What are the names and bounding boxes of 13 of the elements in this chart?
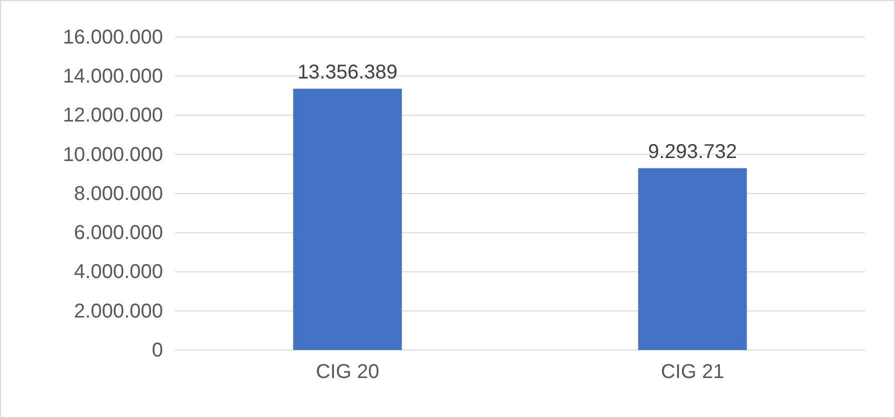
y-tick-label: 10.000.000 <box>62 144 163 166</box>
data-label: 9.293.732 <box>648 141 737 164</box>
y-tick-label: 4.000.000 <box>74 261 163 284</box>
x-tick-label: CIG 21 <box>660 361 724 384</box>
y-tick-label: 16.000.000 <box>62 26 163 48</box>
y-tick-label: 14.000.000 <box>62 66 163 88</box>
y-tick-label: 0 <box>152 339 163 362</box>
y-tick-label: 8.000.000 <box>74 182 163 205</box>
x-tick-label: CIG 20 <box>316 361 380 384</box>
data-label: 13.356.389 <box>297 62 398 84</box>
y-tick-label: 12.000.000 <box>62 104 163 127</box>
y-tick-label: 6.000.000 <box>74 222 163 244</box>
y-tick-label: 2.000.000 <box>74 300 163 322</box>
